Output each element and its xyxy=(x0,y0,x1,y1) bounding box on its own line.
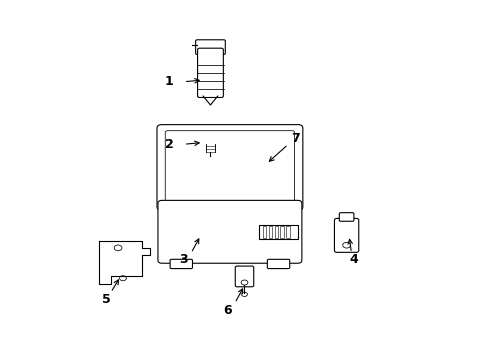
FancyBboxPatch shape xyxy=(280,226,284,238)
FancyBboxPatch shape xyxy=(235,266,253,287)
Text: 3: 3 xyxy=(179,253,188,266)
FancyBboxPatch shape xyxy=(286,226,289,238)
Text: 2: 2 xyxy=(164,138,173,151)
FancyBboxPatch shape xyxy=(204,135,216,144)
Text: 7: 7 xyxy=(290,132,299,145)
FancyBboxPatch shape xyxy=(157,125,302,210)
FancyBboxPatch shape xyxy=(263,226,266,238)
FancyBboxPatch shape xyxy=(339,213,353,221)
FancyBboxPatch shape xyxy=(268,226,272,238)
Text: 6: 6 xyxy=(223,304,231,317)
FancyBboxPatch shape xyxy=(165,131,294,204)
Text: 1: 1 xyxy=(164,75,173,88)
FancyBboxPatch shape xyxy=(274,226,278,238)
FancyBboxPatch shape xyxy=(267,259,289,269)
FancyBboxPatch shape xyxy=(259,225,297,239)
FancyBboxPatch shape xyxy=(158,201,301,263)
Text: 4: 4 xyxy=(349,253,358,266)
FancyBboxPatch shape xyxy=(170,259,192,269)
FancyBboxPatch shape xyxy=(197,48,223,98)
FancyBboxPatch shape xyxy=(195,40,225,54)
FancyBboxPatch shape xyxy=(334,219,358,252)
Text: 5: 5 xyxy=(102,293,110,306)
